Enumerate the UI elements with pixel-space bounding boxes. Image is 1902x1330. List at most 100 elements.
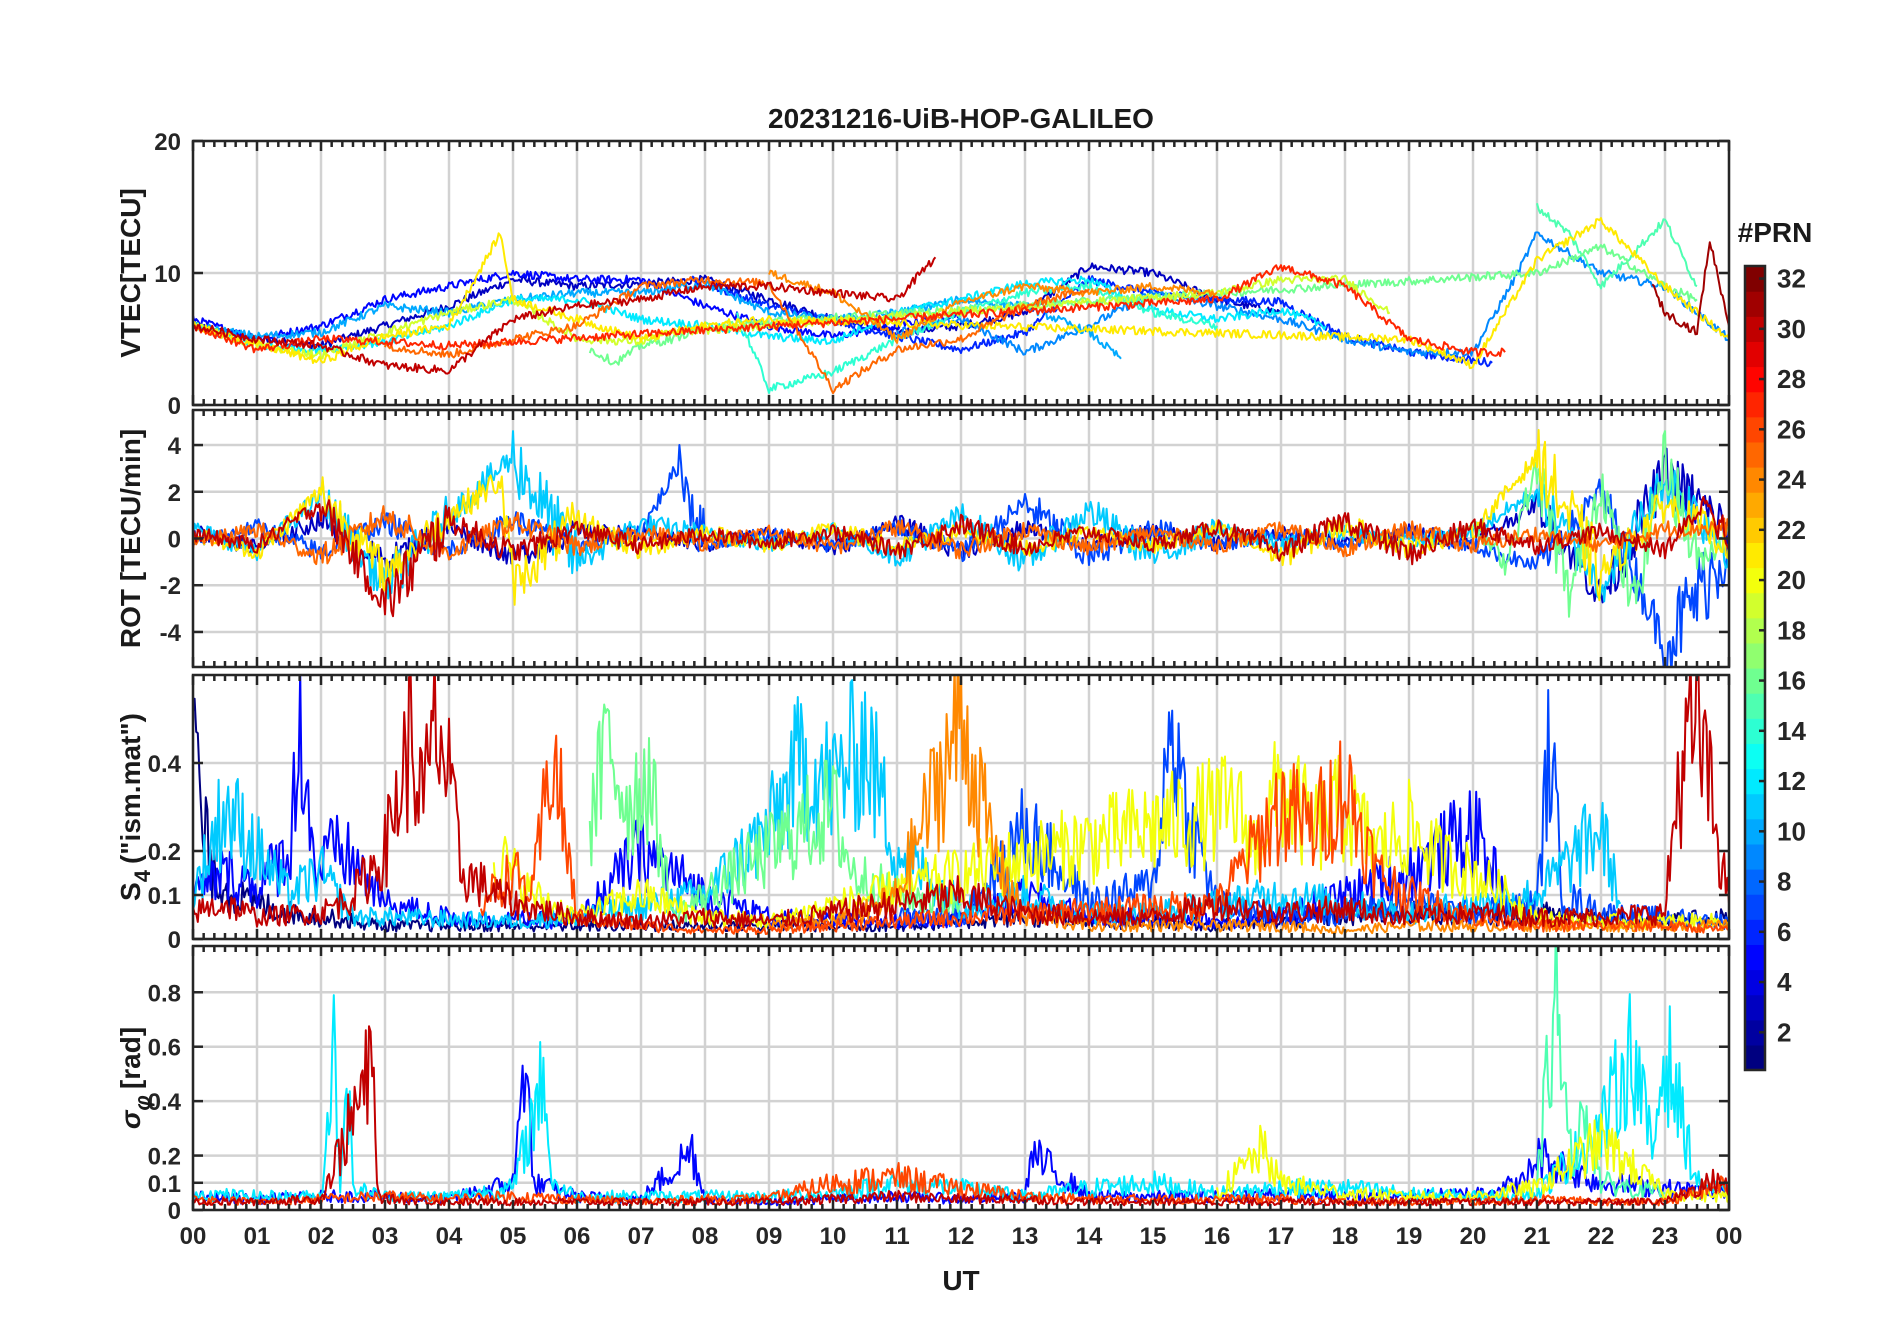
vtec-ytick-label: 0 — [168, 393, 181, 420]
x-tick-label: 22 — [1588, 1223, 1615, 1250]
s4-series-prn-26 — [480, 734, 1729, 936]
colorbar-segment-prn-17 — [1745, 642, 1765, 669]
colorbar-segment-prn-6 — [1745, 919, 1765, 945]
colorbar-tick-label: 32 — [1777, 264, 1806, 294]
x-tick-label: 13 — [1012, 1223, 1039, 1250]
s4-panel: 0 0.1 0.2 0.4 S4 ("ism.mat") — [115, 673, 1731, 954]
vtec-ytick-label: 10 — [154, 261, 181, 288]
colorbar-tick-label: 24 — [1777, 465, 1806, 495]
colorbar-segment-prn-28 — [1745, 366, 1765, 393]
x-tick-label: 16 — [1204, 1223, 1231, 1250]
vtec-ytick-label: 20 — [154, 129, 181, 156]
colorbar-segment-prn-7 — [1745, 894, 1765, 920]
colorbar-segment-prn-31 — [1745, 291, 1765, 317]
vtec-series-prn-27 — [193, 264, 1506, 358]
x-tick-label: 23 — [1652, 1223, 1679, 1250]
s4-series-prn-30 — [193, 675, 1729, 930]
x-tick-label: 14 — [1076, 1223, 1103, 1250]
sigma_phi-ytick-label: 0 — [168, 1198, 181, 1225]
rot-ytick-label: 2 — [168, 480, 181, 507]
colorbar-segment-prn-27 — [1745, 391, 1765, 418]
x-tick-label: 09 — [756, 1223, 783, 1250]
sigma_phi-ylabel-base: σ — [115, 1109, 146, 1129]
rot-series-prn-16 — [1473, 430, 1729, 618]
sigma_phi-ytick-label: 0.4 — [148, 1089, 182, 1116]
colorbar-tick-label: 30 — [1777, 314, 1806, 344]
colorbar-title: #PRN — [1738, 217, 1813, 248]
colorbar-segment-prn-14 — [1745, 718, 1765, 744]
sigma_phi-series-prn-15 — [1536, 946, 1666, 1200]
colorbar-tick-label: 2 — [1777, 1017, 1791, 1047]
sigma_phi-series-prn-20 — [1216, 1113, 1729, 1204]
colorbar-segment-prn-9 — [1745, 843, 1765, 870]
vtec-y-axis-label: VTEC[TECU] — [115, 188, 146, 358]
sigma_phi-ytick-label: 0.8 — [148, 980, 181, 1007]
s4-series-prn-7 — [896, 689, 1729, 930]
rot-ytick-label: 0 — [168, 527, 181, 554]
sigma_phi-ylabel-sub: φ — [130, 1095, 155, 1110]
colorbar-tick-label: 14 — [1777, 716, 1806, 746]
colorbar-segment-prn-25 — [1745, 441, 1765, 468]
colorbar-segment-prn-3 — [1745, 994, 1765, 1021]
s4-ylabel-rest: ("ism.mat") — [115, 713, 146, 864]
rot-y-axis-label: ROT [TECU/min] — [115, 429, 146, 648]
vtec-series-prn-31 — [1651, 241, 1729, 336]
vtec-series-prn-9 — [896, 231, 1729, 358]
x-tick-label: 03 — [372, 1223, 399, 1250]
colorbar-tick-label: 16 — [1777, 666, 1806, 696]
vtec-series-prn-16 — [588, 243, 1698, 366]
x-tick-label: 15 — [1140, 1223, 1167, 1250]
colorbar-segment-prn-2 — [1745, 1019, 1765, 1046]
x-tick-label: 00 — [180, 1223, 207, 1250]
x-tick-label: 19 — [1396, 1223, 1423, 1250]
rot-panel: -4 -2 0 2 4 ROT [TECU/min] — [115, 408, 1731, 669]
colorbar-segment-prn-11 — [1745, 793, 1765, 820]
colorbar-tick-label: 28 — [1777, 364, 1806, 394]
rot-ytick-label: 4 — [168, 433, 182, 460]
s4-series-prn-20 — [492, 741, 1729, 931]
colorbar-segment-prn-8 — [1745, 869, 1765, 895]
x-tick-label: 11 — [884, 1223, 909, 1250]
s4-ylabel-sub: 4 — [130, 869, 155, 882]
x-tick-label: 07 — [628, 1223, 655, 1250]
colorbar-tick-label: 12 — [1777, 766, 1806, 796]
colorbar-segment-prn-5 — [1745, 944, 1765, 971]
rot-ytick-label: -2 — [160, 573, 181, 600]
colorbar-tick-label: 22 — [1777, 515, 1806, 545]
colorbar-segment-prn-21 — [1745, 542, 1765, 569]
colorbar-segment-prn-10 — [1745, 818, 1765, 845]
colorbar-tick-label: 6 — [1777, 917, 1791, 947]
colorbar-tick-label: 10 — [1777, 816, 1806, 846]
colorbar-segment-prn-24 — [1745, 467, 1765, 493]
x-tick-label: 21 — [1524, 1223, 1551, 1250]
x-tick-label: 06 — [564, 1223, 591, 1250]
colorbar-segment-prn-20 — [1745, 567, 1765, 594]
x-tick-label: 10 — [820, 1223, 847, 1250]
rot-series-prn-25 — [193, 505, 1729, 566]
colorbar-segment-prn-1 — [1745, 1044, 1765, 1071]
s4-ytick-label: 0.4 — [148, 751, 182, 778]
x-tick-label: 18 — [1332, 1223, 1359, 1250]
vtec-series-prn-21 — [193, 217, 1729, 370]
colorbar-tick-label: 18 — [1777, 615, 1806, 645]
colorbar-segment-prn-19 — [1745, 592, 1765, 619]
rot-ytick-label: -4 — [160, 620, 182, 647]
colorbar-segment-prn-12 — [1745, 768, 1765, 795]
x-tick-label: 05 — [500, 1223, 527, 1250]
vtec-series-prn-15 — [1536, 203, 1698, 290]
colorbar-frame — [1743, 264, 1767, 1072]
colorbar-segment-prn-26 — [1745, 416, 1765, 443]
x-tick-label: 17 — [1268, 1223, 1295, 1250]
x-tick-label: 08 — [692, 1223, 719, 1250]
colorbar-segment-prn-22 — [1745, 517, 1765, 543]
colorbar-tick-label: 26 — [1777, 414, 1806, 444]
x-tick-label: 02 — [308, 1223, 335, 1250]
vtec-series-prn-3 — [193, 262, 1282, 350]
colorbar-segment-prn-23 — [1745, 492, 1765, 518]
colorbar-segment-prn-16 — [1745, 668, 1765, 694]
chart-title: 20231216-UiB-HOP-GALILEO — [768, 103, 1154, 134]
vtec-panel: 0 10 20 VTEC[TECU] — [115, 129, 1731, 420]
colorbar-segment-prn-13 — [1745, 743, 1765, 770]
sigma_phi-ytick-label: 0.6 — [148, 1035, 181, 1062]
